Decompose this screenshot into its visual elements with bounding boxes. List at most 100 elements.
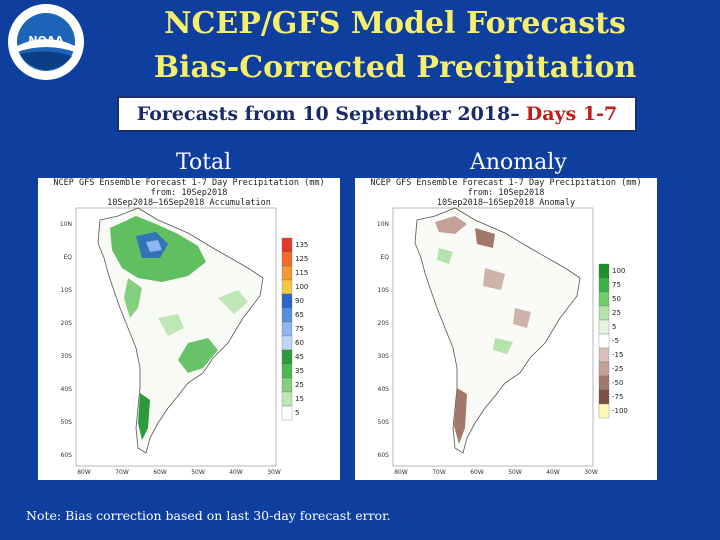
colorbar-swatch bbox=[598, 319, 610, 335]
dry-area-northeast bbox=[475, 228, 495, 248]
colorbar-label: -5 bbox=[612, 337, 619, 345]
colorbar-label: 50 bbox=[612, 295, 621, 303]
lon-label: 80W bbox=[394, 469, 408, 476]
anomaly-map-panel: 10N EQ 10S 20S 30S 40S 50S 60S 80W 70W 60W 50W 40W 3… bbox=[355, 178, 657, 480]
page-title: NCEP/GFS Model Forecasts bbox=[164, 6, 626, 41]
colorbar-label: 135 bbox=[295, 241, 308, 249]
total-hdr-line3: 10Sep2018–16Sep2018 Accumulation bbox=[107, 198, 271, 208]
lat-label: 60S bbox=[61, 452, 73, 459]
anomaly-map: 10N EQ 10S 20S 30S 40S 50S 60S 80W 70W 60W 50W 40W 3… bbox=[377, 207, 628, 476]
banner-text: Forecasts from 10 September 2018– bbox=[136, 103, 520, 125]
chile-rain-area bbox=[138, 393, 150, 440]
lon-label: 70W bbox=[115, 469, 129, 476]
colorbar-swatch bbox=[281, 391, 293, 407]
lon-label: 60W bbox=[470, 469, 484, 476]
colorbar-swatch bbox=[598, 277, 610, 293]
colorbar-label: 90 bbox=[295, 297, 304, 305]
colorbar-label: 75 bbox=[295, 325, 304, 333]
dry-area-east bbox=[513, 308, 531, 328]
colorbar-swatch bbox=[598, 375, 610, 391]
lat-label: 10N bbox=[60, 221, 72, 228]
colorbar-swatch bbox=[281, 237, 293, 253]
colorbar-label: 100 bbox=[612, 267, 625, 275]
total-hdr-line2: from: 10Sep2018 bbox=[150, 188, 228, 198]
colorbar-swatch bbox=[281, 335, 293, 351]
lon-label: 80W bbox=[77, 469, 91, 476]
colorbar-swatch bbox=[281, 377, 293, 393]
colorbar-label: 5 bbox=[295, 409, 299, 417]
latitude-labels: 10N EQ 10S 20S 30S 40S 50S 60S bbox=[60, 221, 72, 459]
colorbar-label: -100 bbox=[612, 407, 628, 415]
anomaly-hdr-line3: 10Sep2018–16Sep2018 Anomaly bbox=[436, 198, 576, 208]
banner-days: Days 1-7 bbox=[525, 103, 618, 125]
colorbar-swatch bbox=[598, 333, 610, 349]
colorbar-swatch bbox=[598, 403, 610, 419]
anomaly-colorbar: 100 75 50 25 5 -5 -15 -25 -50 -75 -100 bbox=[598, 263, 628, 419]
noaa-text: NOAA bbox=[28, 34, 64, 47]
colorbar-swatch bbox=[598, 263, 610, 279]
total-map-header: NCEP GFS Ensemble Forecast 1-7 Day Preci… bbox=[38, 178, 340, 208]
colorbar-label: 35 bbox=[295, 367, 304, 375]
colorbar-label: 75 bbox=[612, 281, 621, 289]
lat-label: EQ bbox=[63, 254, 72, 261]
noaa-logo: NOAA bbox=[8, 4, 84, 80]
colorbar-label: 115 bbox=[295, 269, 308, 277]
colorbar-label: 125 bbox=[295, 255, 308, 263]
lon-label: 40W bbox=[229, 469, 243, 476]
colorbar-label: 25 bbox=[295, 381, 304, 389]
dry-area-chile bbox=[454, 388, 467, 444]
colorbar-swatch bbox=[281, 279, 293, 295]
colorbar-label: 65 bbox=[295, 311, 304, 319]
lat-label: 30S bbox=[61, 353, 73, 360]
lat-label: 10N bbox=[377, 221, 389, 228]
colorbar-label: 45 bbox=[295, 353, 304, 361]
lon-label: 50W bbox=[508, 469, 522, 476]
lon-label: 70W bbox=[432, 469, 446, 476]
colorbar-swatch bbox=[598, 347, 610, 363]
light-blue-area bbox=[146, 240, 162, 252]
colorbar-label: 100 bbox=[295, 283, 308, 291]
longitude-labels: 80W 70W 60W 50W 40W 30W bbox=[77, 469, 281, 476]
anomaly-map-header: NCEP GFS Ensemble Forecast 1-7 Day Preci… bbox=[355, 178, 657, 208]
lat-label: 20S bbox=[61, 320, 73, 327]
latitude-labels: 10N EQ 10S 20S 30S 40S 50S 60S bbox=[377, 221, 389, 459]
colorbar-label: 15 bbox=[295, 395, 304, 403]
colorbar-label: 25 bbox=[612, 309, 621, 317]
colorbar-swatch bbox=[281, 293, 293, 309]
total-map-panel: 10N EQ 10S 20S 30S 40S 50S 60S 80W 70W 60W 50W 40W 3… bbox=[38, 178, 340, 480]
colorbar-label: -75 bbox=[612, 393, 623, 401]
colorbar-swatch bbox=[598, 361, 610, 377]
lat-label: 10S bbox=[61, 287, 73, 294]
lat-label: 30S bbox=[378, 353, 390, 360]
colorbar-label: 60 bbox=[295, 339, 304, 347]
colorbar-swatch bbox=[281, 321, 293, 337]
colorbar-swatch bbox=[598, 291, 610, 307]
colorbar-swatch bbox=[598, 305, 610, 321]
footer-note: Note: Bias correction based on last 30-d… bbox=[26, 508, 391, 523]
colorbar-swatch bbox=[281, 307, 293, 323]
coastal-rain-area bbox=[218, 290, 248, 314]
south-rain-area bbox=[178, 338, 218, 373]
colorbar-label: -15 bbox=[612, 351, 623, 359]
lat-label: 20S bbox=[378, 320, 390, 327]
colorbar-swatch bbox=[281, 405, 293, 421]
forecast-banner: Forecasts from 10 September 2018– Days 1… bbox=[117, 96, 637, 132]
lat-label: 50S bbox=[61, 419, 73, 426]
longitude-labels: 80W 70W 60W 50W 40W 30W bbox=[394, 469, 598, 476]
lat-label: 60S bbox=[378, 452, 390, 459]
colorbar-label: 5 bbox=[612, 323, 616, 331]
colorbar-swatch bbox=[598, 389, 610, 405]
lon-label: 40W bbox=[546, 469, 560, 476]
continent-outline bbox=[414, 207, 581, 454]
total-hdr-line1: NCEP GFS Ensemble Forecast 1-7 Day Preci… bbox=[53, 178, 325, 188]
lon-label: 50W bbox=[191, 469, 205, 476]
lat-label: 40S bbox=[61, 386, 73, 393]
wet-area-andes bbox=[437, 248, 453, 264]
colorbar-swatch bbox=[281, 349, 293, 365]
lat-label: 10S bbox=[378, 287, 390, 294]
anomaly-label: Anomaly bbox=[470, 150, 567, 175]
colorbar-swatch bbox=[281, 265, 293, 281]
colorbar-swatch bbox=[281, 251, 293, 267]
anomaly-hdr-line1: NCEP GFS Ensemble Forecast 1-7 Day Preci… bbox=[370, 178, 642, 188]
total-colorbar: 135 125 115 100 90 65 75 60 45 35 25 15 5 bbox=[281, 237, 308, 421]
